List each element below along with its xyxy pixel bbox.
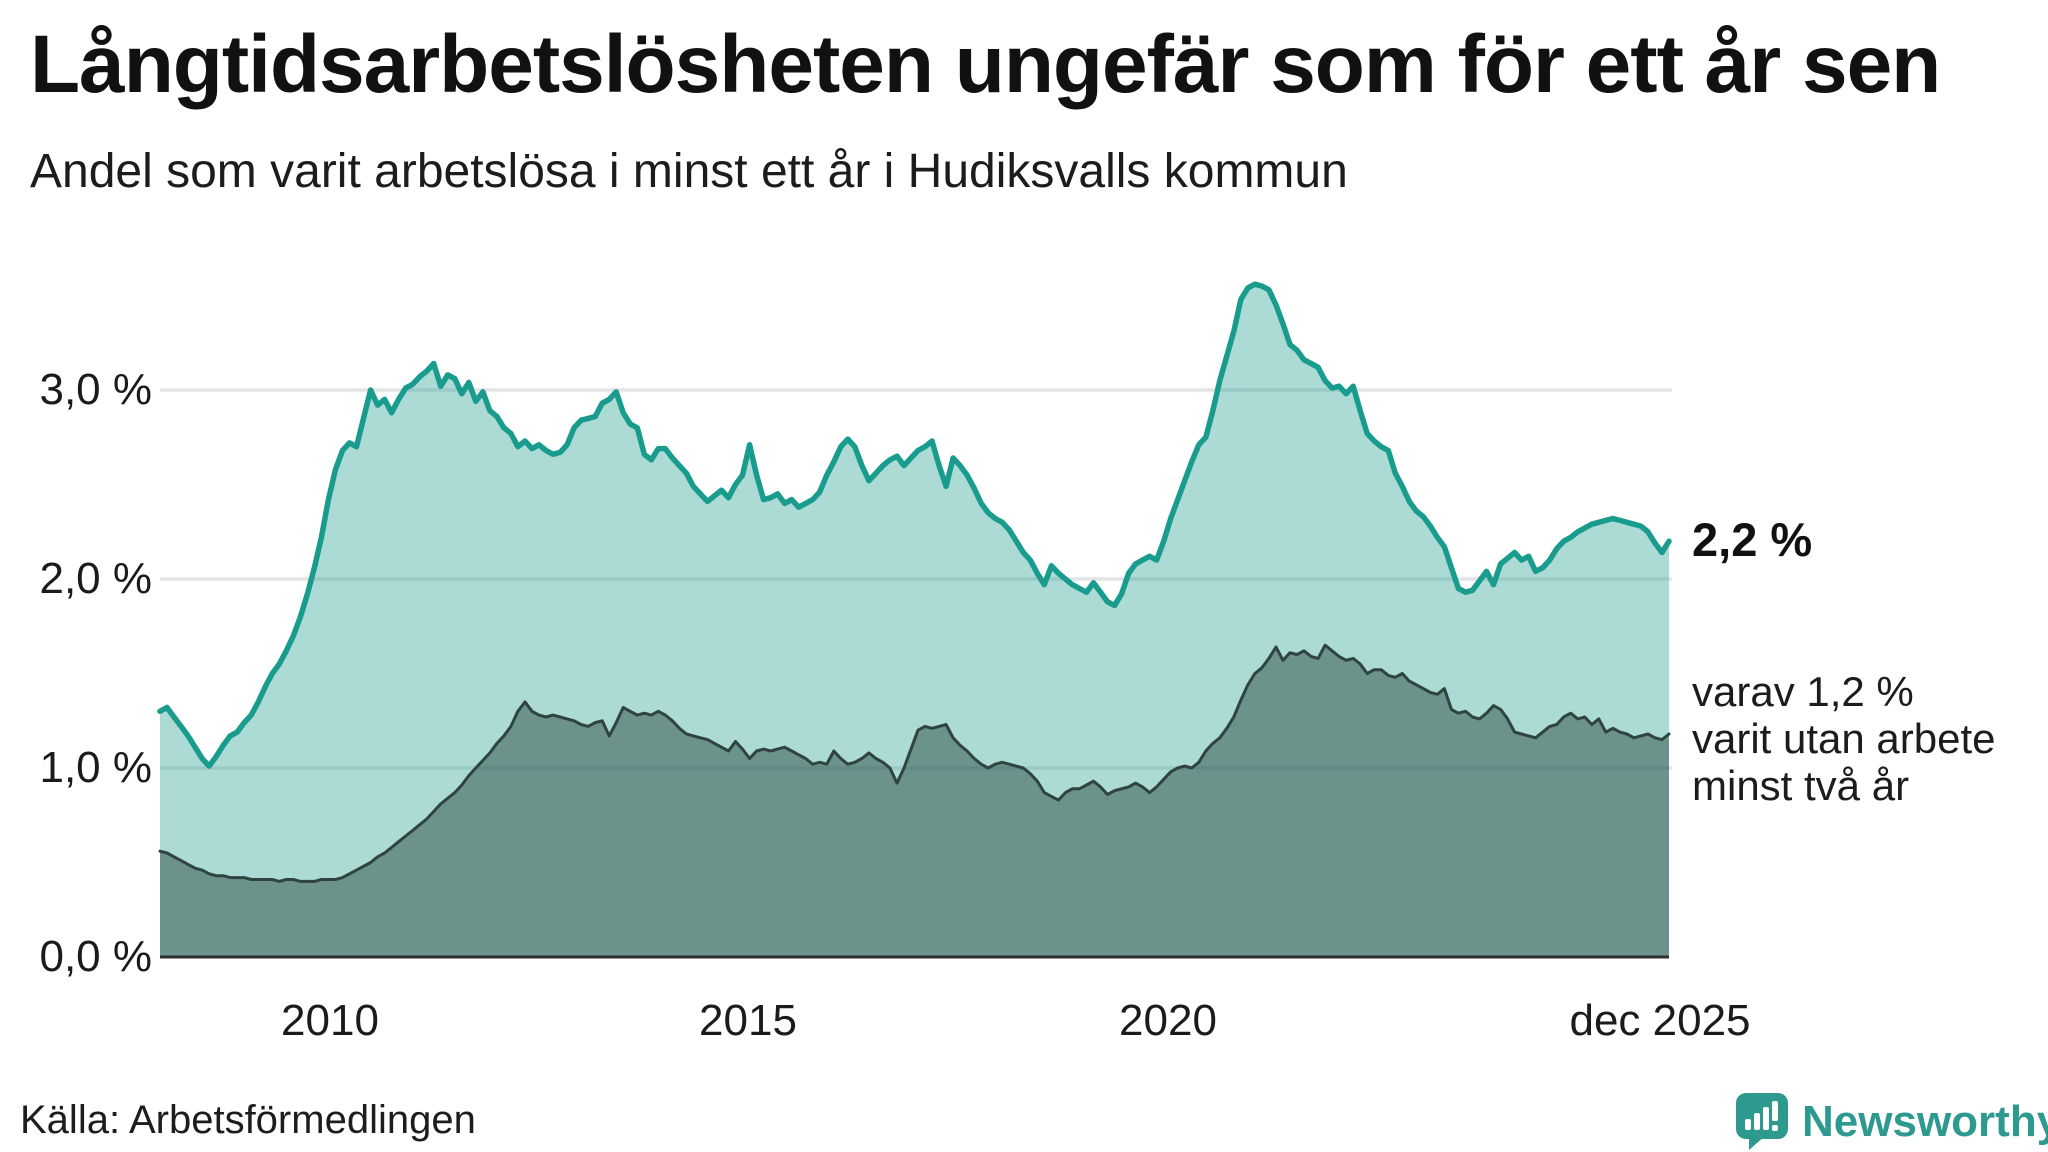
brand-name: Newsworthy <box>1802 1097 2048 1146</box>
source-credit: Källa: Arbetsförmedlingen <box>20 1098 476 1142</box>
y-tick-label-2: 2,0 % <box>39 554 152 603</box>
x-tick-label-2015: 2015 <box>699 996 797 1045</box>
page-subtitle: Andel som varit arbetslösa i minst ett å… <box>30 145 1348 198</box>
y-tick-label-3: 3,0 % <box>39 365 152 414</box>
y-tick-label-0: 0,0 % <box>39 932 152 981</box>
area-fill-unemployed-one-year <box>160 284 1669 957</box>
newsworthy-speech-bubble-bar-chart-icon <box>1736 1093 1788 1150</box>
annotation-line-2: varit utan arbete <box>1692 715 1996 762</box>
gridlines <box>160 388 1672 770</box>
x-tick-label-2010: 2010 <box>281 996 379 1045</box>
area-fill-unemployed-two-years <box>160 645 1669 957</box>
x-tick-label-2020: 2020 <box>1119 996 1217 1045</box>
y-tick-label-1: 1,0 % <box>39 743 152 792</box>
line-unemployed-two-years <box>158 643 1671 883</box>
series-annotation: varav 1,2 % varit utan arbete minst två … <box>1692 668 1996 809</box>
page-title: Långtidsarbetslösheten ungefär som för e… <box>30 19 1941 110</box>
annotation-line-1: varav 1,2 % <box>1692 668 1914 715</box>
x-tick-label-dec-2025: dec 2025 <box>1569 996 1751 1045</box>
series-end-value-label: 2,2 % <box>1692 513 1813 566</box>
line-unemployed-one-year <box>157 281 1672 769</box>
newsworthy-logo: Newsworthy <box>1736 1092 2048 1152</box>
annotation-line-3: minst två år <box>1692 762 1910 809</box>
